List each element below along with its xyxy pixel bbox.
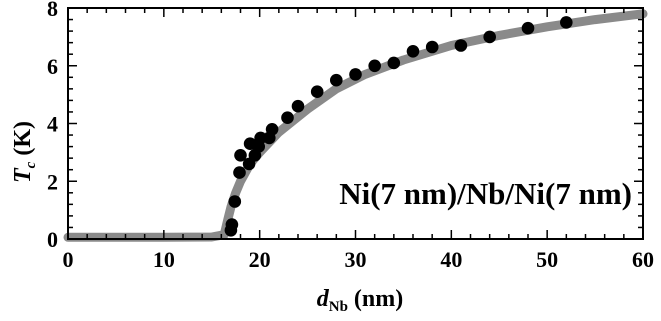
data-point bbox=[225, 218, 239, 231]
data-point bbox=[483, 30, 497, 44]
x-tick-label: 60 bbox=[632, 247, 654, 272]
data-point bbox=[233, 166, 246, 179]
data-point bbox=[291, 99, 305, 113]
y-axis-label: Tc (K) bbox=[10, 121, 39, 183]
sample-annotation: Ni(7 nm)/Nb/Ni(7 nm) bbox=[339, 176, 632, 211]
data-points-layer bbox=[224, 16, 573, 237]
x-axis-label-unit: (nm) bbox=[354, 286, 403, 312]
y-tick-label: 4 bbox=[47, 112, 58, 137]
data-point bbox=[234, 149, 247, 162]
y-axis-label-sub: c bbox=[23, 161, 39, 168]
data-point bbox=[330, 73, 343, 87]
data-point bbox=[560, 16, 573, 29]
x-tick-label: 30 bbox=[345, 247, 367, 272]
x-tick-label: 0 bbox=[63, 247, 74, 272]
ticks: 0 10 20 30 40 50 60 0 2 4 6 8 bbox=[47, 0, 654, 272]
data-point bbox=[406, 45, 420, 58]
x-tick-label: 10 bbox=[153, 247, 175, 272]
data-point bbox=[454, 39, 468, 52]
x-axis-label: dNb (nm) bbox=[317, 286, 404, 315]
y-axis-label-unit: (K) bbox=[10, 121, 36, 156]
x-tick-label: 20 bbox=[249, 247, 271, 272]
data-point bbox=[368, 59, 382, 73]
data-point bbox=[349, 68, 362, 81]
data-point bbox=[228, 195, 242, 208]
y-tick-label: 6 bbox=[47, 54, 58, 79]
y-tick-label: 0 bbox=[47, 227, 58, 252]
data-point bbox=[265, 123, 279, 136]
data-point bbox=[425, 40, 439, 54]
x-axis-label-main: d bbox=[317, 286, 330, 312]
data-point bbox=[281, 111, 294, 124]
x-axis-label-sub: Nb bbox=[329, 299, 348, 315]
x-tick-label: 50 bbox=[536, 247, 558, 272]
data-point bbox=[310, 85, 324, 98]
data-point bbox=[521, 21, 535, 35]
y-axis-label-main: T bbox=[10, 167, 36, 183]
data-point bbox=[254, 131, 267, 145]
data-point bbox=[387, 56, 401, 70]
y-tick-label: 8 bbox=[47, 0, 58, 21]
y-tick-label: 2 bbox=[47, 169, 58, 194]
x-tick-label: 40 bbox=[440, 247, 462, 272]
